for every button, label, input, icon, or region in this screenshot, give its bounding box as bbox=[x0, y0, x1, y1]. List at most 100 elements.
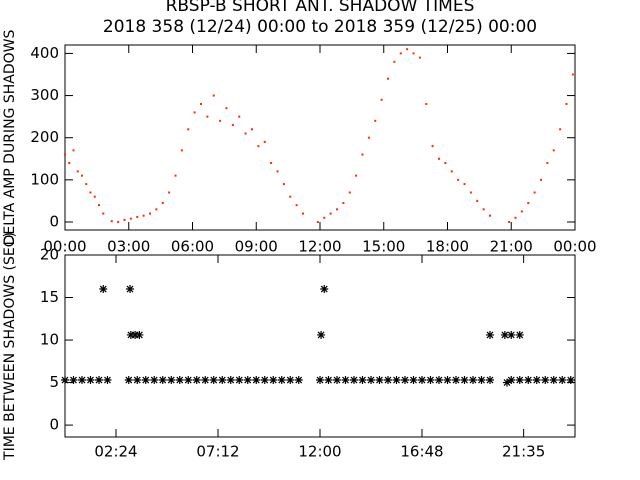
point bbox=[431, 145, 434, 148]
point bbox=[515, 376, 524, 385]
point bbox=[192, 376, 201, 385]
x-tick-label: 21:00 bbox=[490, 238, 533, 256]
point bbox=[150, 376, 159, 385]
point bbox=[418, 376, 426, 385]
point bbox=[350, 376, 358, 385]
point bbox=[477, 376, 486, 385]
point bbox=[409, 376, 418, 385]
point bbox=[387, 77, 389, 80]
y-tick-label: 20 bbox=[40, 246, 59, 264]
x-tick-label: 16:48 bbox=[400, 443, 443, 461]
point bbox=[425, 102, 428, 105]
point bbox=[546, 161, 549, 164]
point bbox=[533, 191, 536, 194]
point bbox=[486, 330, 494, 339]
y-tick-label: 0 bbox=[49, 416, 59, 434]
point bbox=[161, 202, 164, 205]
point bbox=[399, 52, 402, 55]
point bbox=[168, 191, 171, 194]
point bbox=[219, 119, 222, 122]
point bbox=[489, 214, 491, 217]
y-axis-label: TIME BETWEEN SHADOWS (SEC) bbox=[2, 232, 18, 461]
y-tick-label: 100 bbox=[30, 170, 59, 188]
point bbox=[251, 128, 253, 131]
point bbox=[549, 376, 558, 385]
point bbox=[225, 107, 228, 110]
point bbox=[61, 376, 69, 385]
point bbox=[263, 140, 266, 143]
point bbox=[565, 102, 568, 105]
point bbox=[426, 376, 435, 385]
point bbox=[86, 376, 95, 385]
point bbox=[103, 376, 112, 385]
point bbox=[295, 204, 298, 207]
point bbox=[486, 376, 494, 385]
chart-title: RBSP-B SHORT ANT. SHADOW TIMES bbox=[166, 0, 475, 16]
point bbox=[126, 285, 135, 294]
x-tick-label: 12:00 bbox=[298, 238, 341, 256]
point bbox=[226, 376, 235, 385]
point bbox=[482, 208, 485, 211]
point bbox=[209, 376, 218, 385]
x-tick-label: 00:00 bbox=[553, 238, 596, 256]
point bbox=[552, 149, 555, 152]
point bbox=[218, 376, 227, 385]
point bbox=[277, 376, 286, 385]
point bbox=[212, 94, 215, 97]
point bbox=[460, 376, 469, 385]
x-tick-label: 18:00 bbox=[426, 238, 469, 256]
point bbox=[270, 161, 273, 164]
point bbox=[418, 56, 421, 59]
point bbox=[435, 376, 443, 385]
point bbox=[136, 215, 139, 218]
point bbox=[333, 376, 341, 385]
point bbox=[99, 285, 108, 294]
point bbox=[68, 161, 71, 164]
point bbox=[507, 376, 516, 385]
point bbox=[155, 208, 158, 211]
point bbox=[540, 178, 542, 181]
point bbox=[93, 195, 96, 198]
x-tick-label: 02:24 bbox=[94, 443, 137, 461]
y-tick-label: 10 bbox=[40, 331, 59, 349]
point bbox=[149, 212, 151, 215]
point bbox=[294, 376, 303, 385]
point bbox=[367, 376, 375, 385]
plot-frame bbox=[64, 254, 576, 438]
point bbox=[158, 376, 167, 385]
point bbox=[126, 330, 135, 339]
point bbox=[508, 220, 511, 223]
point bbox=[187, 128, 190, 131]
point bbox=[180, 149, 183, 152]
point bbox=[243, 376, 252, 385]
point bbox=[200, 102, 202, 105]
point bbox=[520, 210, 523, 213]
point bbox=[320, 285, 329, 294]
point bbox=[69, 376, 78, 385]
point bbox=[133, 376, 142, 385]
point bbox=[443, 376, 452, 385]
point bbox=[276, 170, 279, 173]
point bbox=[367, 136, 370, 139]
point bbox=[503, 378, 511, 387]
point bbox=[463, 183, 466, 186]
point bbox=[167, 376, 176, 385]
point bbox=[527, 202, 530, 205]
point bbox=[532, 376, 541, 385]
point bbox=[571, 73, 574, 76]
point bbox=[524, 376, 533, 385]
point bbox=[269, 376, 278, 385]
point bbox=[102, 212, 105, 215]
point bbox=[201, 376, 210, 385]
point bbox=[329, 212, 332, 215]
point bbox=[559, 128, 562, 131]
x-tick-label: 06:00 bbox=[171, 238, 214, 256]
point bbox=[375, 376, 384, 385]
point bbox=[384, 376, 392, 385]
point bbox=[85, 183, 88, 186]
point bbox=[558, 376, 567, 385]
y-tick-label: 0 bbox=[49, 212, 59, 230]
point bbox=[342, 202, 345, 205]
point bbox=[206, 115, 209, 118]
point bbox=[302, 212, 304, 215]
